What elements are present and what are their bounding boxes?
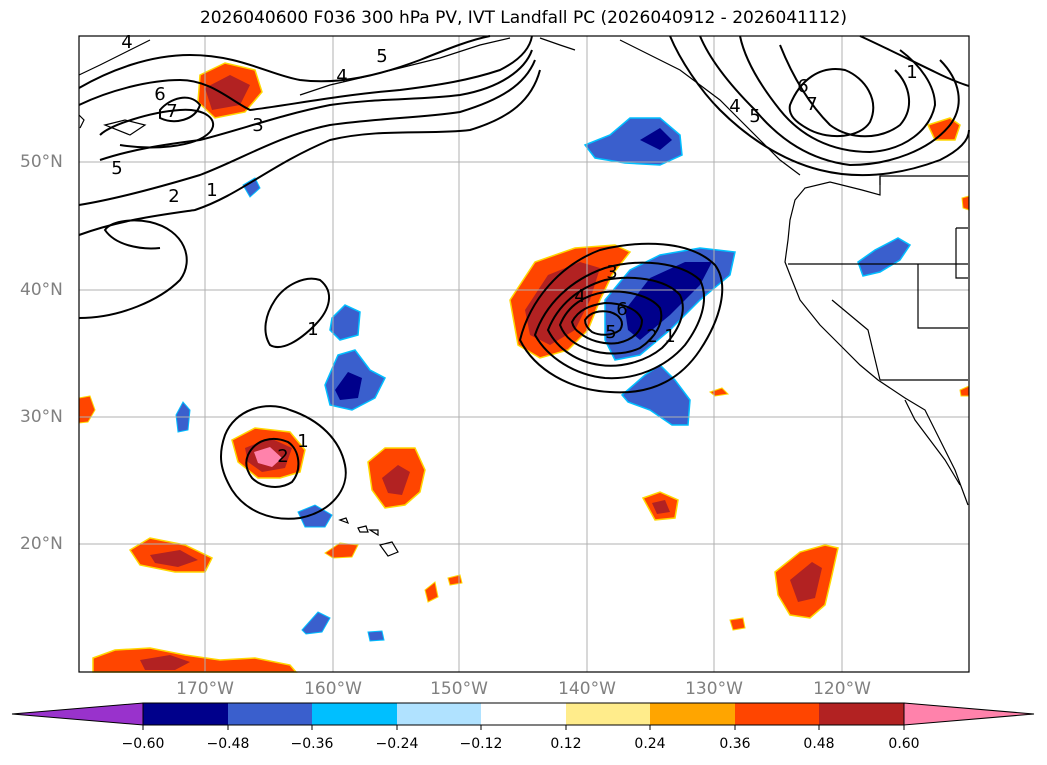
colorbar-extend-low bbox=[11, 702, 144, 726]
contour-label: 2 bbox=[168, 186, 179, 207]
contour-label: 7 bbox=[806, 94, 817, 115]
colorbar-tick-label: 0.24 bbox=[634, 736, 666, 752]
contour-label: 6 bbox=[154, 84, 165, 105]
contour-label: 7 bbox=[166, 101, 177, 122]
pv-contours bbox=[78, 35, 970, 520]
colorbar-tick-label: 0.48 bbox=[803, 736, 835, 752]
colorbar-tick-label: 0.60 bbox=[888, 736, 920, 752]
colorbar-bin bbox=[735, 703, 819, 725]
colorbar-tick-label: −0.24 bbox=[375, 736, 419, 752]
lat-label: 20°N bbox=[20, 534, 63, 554]
contour-label: 4 bbox=[121, 32, 132, 53]
colorbar-bin bbox=[397, 703, 481, 725]
lon-label: 130°W bbox=[685, 679, 743, 699]
anomaly-shading bbox=[78, 62, 970, 673]
contour-label: 4 bbox=[574, 286, 585, 307]
contour-label: 1 bbox=[664, 326, 675, 347]
contour-label: 1 bbox=[297, 431, 308, 452]
colorbar-tick-label: −0.36 bbox=[290, 736, 334, 752]
contour-label: 6 bbox=[616, 299, 627, 320]
map-border bbox=[78, 35, 970, 673]
figure-title: 2026040600 F036 300 hPa PV, IVT Landfall… bbox=[199, 8, 847, 28]
colorbar-bin bbox=[566, 703, 650, 725]
lat-label: 40°N bbox=[20, 280, 63, 300]
colorbar-tick-label: 0.12 bbox=[550, 736, 582, 752]
contour-label: 4 bbox=[729, 96, 740, 117]
colorbar-tick-label: 0.36 bbox=[719, 736, 751, 752]
lat-label: 30°N bbox=[20, 407, 63, 427]
contour-label: 2 bbox=[277, 446, 288, 467]
colorbar-extend-high bbox=[903, 702, 1035, 726]
contour-label: 4 bbox=[336, 66, 347, 87]
colorbar-bin bbox=[228, 703, 312, 725]
colorbar-bin bbox=[312, 703, 397, 725]
lon-label: 120°W bbox=[813, 679, 871, 699]
contour-label: 5 bbox=[376, 46, 387, 67]
lon-label: 160°W bbox=[304, 679, 362, 699]
contour-label: 5 bbox=[605, 322, 616, 343]
colorbar-tick-label: −0.12 bbox=[459, 736, 503, 752]
colorbar-bin bbox=[481, 703, 566, 725]
contour-label: 3 bbox=[252, 115, 263, 136]
contour-label: 5 bbox=[749, 106, 760, 127]
contour-label: 3 bbox=[606, 262, 617, 283]
contour-label: 1 bbox=[206, 180, 217, 201]
contour-label: 6 bbox=[797, 76, 808, 97]
map-area bbox=[79, 36, 969, 672]
colorbar-bin bbox=[143, 703, 228, 725]
colorbar-bin bbox=[819, 703, 904, 725]
lon-label: 170°W bbox=[176, 679, 234, 699]
graticule bbox=[79, 36, 969, 672]
lon-label: 150°W bbox=[430, 679, 488, 699]
contour-label: 1 bbox=[307, 319, 318, 340]
contour-label: 2 bbox=[646, 326, 657, 347]
colorbar bbox=[11, 702, 1035, 730]
coastlines bbox=[78, 37, 969, 557]
contour-label: 1 bbox=[906, 62, 917, 83]
colorbar-tick-label: −0.48 bbox=[206, 736, 250, 752]
lon-label: 140°W bbox=[558, 679, 616, 699]
colorbar-bin bbox=[650, 703, 735, 725]
contour-labels: 4 6 7 5 3 2 1 4 5 6 7 4 5 1 3 4 5 6 2 1 … bbox=[111, 32, 917, 467]
lat-label: 50°N bbox=[20, 152, 63, 172]
contour-label: 5 bbox=[111, 158, 122, 179]
colorbar-tick-label: −0.60 bbox=[121, 736, 165, 752]
